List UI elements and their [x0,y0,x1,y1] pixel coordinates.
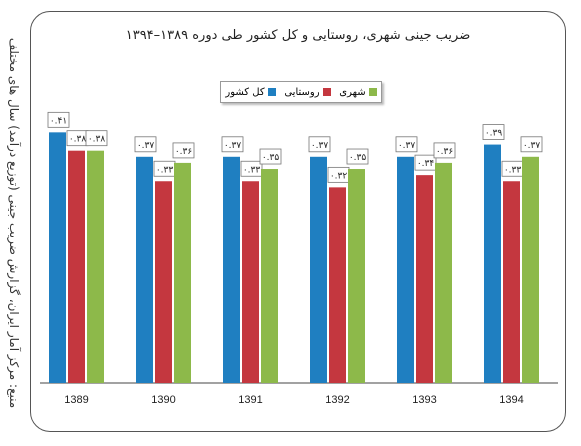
data-label-1-1394: ۰.۳۳ [504,165,522,175]
bar-2-1394 [522,156,539,383]
data-label-2-1392: ۰.۳۵ [349,153,367,163]
category-label-1390: 1390 [151,394,175,406]
data-label-box-0-1389 [47,111,70,128]
data-label-2-1394: ۰.۳۷ [523,141,541,151]
data-label-1-1389: ۰.۳۸ [69,135,87,145]
data-label-1-1391: ۰.۳۳ [243,165,261,175]
bar-1-1389 [68,150,85,383]
bar-1-1394 [503,181,520,383]
category-label-1393: 1393 [412,394,436,406]
category-label-1392: 1392 [325,394,349,406]
data-label-box-0-1393 [395,136,418,153]
bar-0-1394 [484,144,501,383]
legend-label-urban: شهری [339,86,366,98]
bar-0-1392 [310,156,327,383]
data-label-box-0-1390 [134,136,157,153]
data-label-0-1393: ۰.۳۷ [398,141,416,151]
data-label-box-0-1394 [482,124,505,140]
legend-item-total: کل کشور [225,86,276,98]
bar-0-1391 [223,156,240,383]
legend-swatch-rural [322,88,331,96]
chart-title: ضریب جینی شهری، روستایی و کل کشور طی دور… [125,28,471,43]
data-label-box-0-1391 [221,136,244,153]
data-label-2-1389: ۰.۳۸ [88,135,106,145]
legend-item-rural: روستایی [284,86,331,98]
data-label-box-2-1390 [172,142,195,159]
data-label-box-1-1393 [414,154,437,171]
data-label-box-2-1392 [346,148,369,165]
bar-2-1389 [87,150,104,383]
data-label-0-1394: ۰.۳۹ [485,129,503,139]
data-label-0-1391: ۰.۳۷ [224,141,242,151]
legend-label-rural: روستایی [284,86,320,98]
bar-0-1390 [136,156,153,383]
legend-item-urban: شهری [339,86,377,98]
data-label-box-2-1393 [433,142,456,159]
bar-0-1393 [397,156,414,383]
bar-2-1393 [435,162,452,383]
category-label-1389: 1389 [64,394,88,406]
bar-2-1391 [261,169,278,383]
data-label-box-2-1394 [520,136,543,153]
data-label-1-1393: ۰.۳۴ [417,159,435,169]
legend-label-total: کل کشور [225,86,265,98]
legend-swatch-total [267,88,276,96]
data-label-box-2-1389 [85,130,108,147]
data-label-1-1390: ۰.۳۳ [156,165,174,175]
data-label-2-1393: ۰.۳۶ [436,147,454,157]
data-label-box-2-1391 [259,148,282,165]
category-label-1391: 1391 [238,394,262,406]
data-label-1-1392: ۰.۳۲ [330,171,348,181]
bar-1-1390 [155,181,172,383]
bar-2-1392 [348,169,365,383]
category-label-1394: 1394 [499,394,523,406]
bar-2-1390 [174,162,191,383]
data-label-box-0-1392 [308,136,331,153]
legend: کل کشور روستایی شهری [220,81,382,103]
bar-1-1392 [329,187,346,383]
data-label-0-1390: ۰.۳۷ [137,141,155,151]
data-label-box-1-1391 [240,160,263,177]
data-label-2-1391: ۰.۳۵ [262,153,280,163]
bar-0-1389 [49,132,66,383]
bar-1-1391 [242,181,259,383]
legend-swatch-urban [368,88,377,96]
data-label-0-1389: ۰.۴۱ [50,116,67,126]
data-label-0-1392: ۰.۳۷ [311,141,329,151]
data-label-2-1390: ۰.۳۶ [175,147,193,157]
bar-1-1393 [416,175,433,383]
